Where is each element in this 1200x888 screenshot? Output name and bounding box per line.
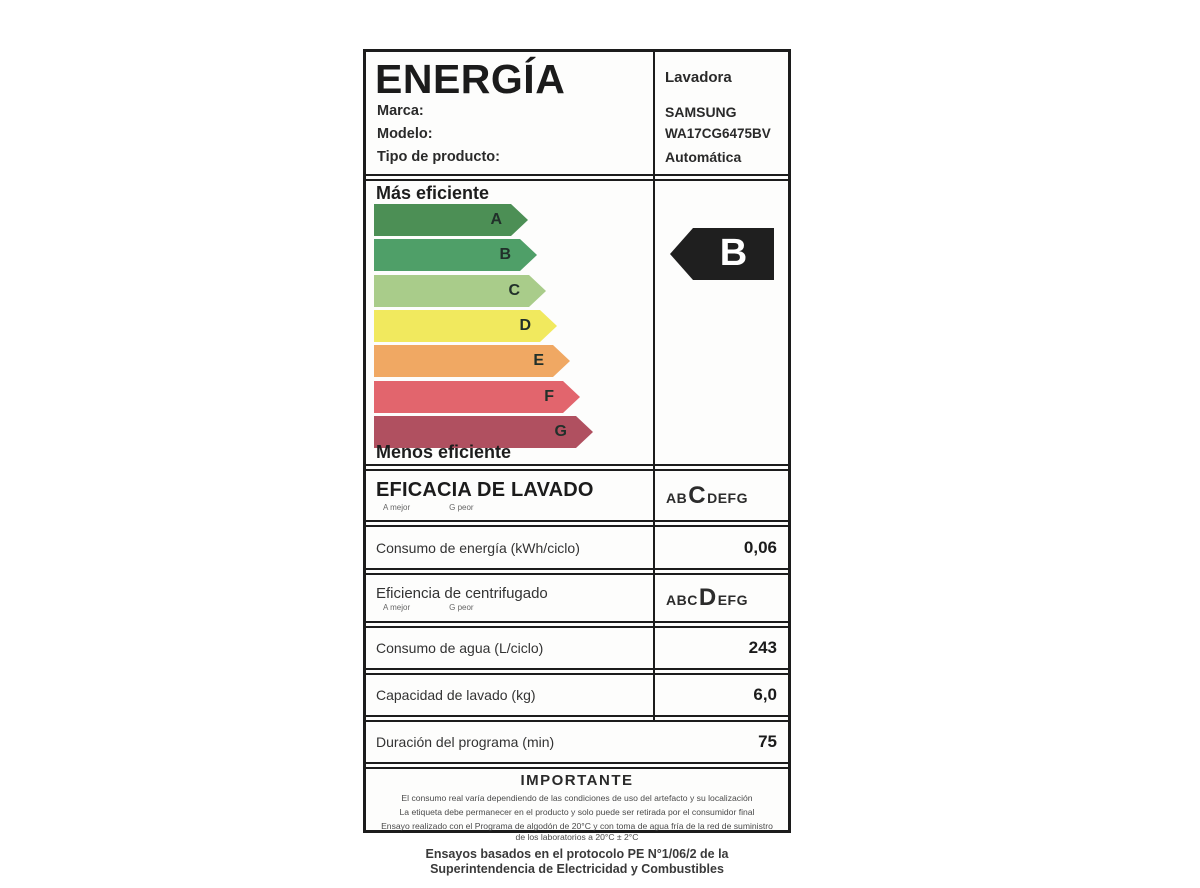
rating-letter: B [693, 228, 774, 280]
model-value: WA17CG6475BV [665, 126, 771, 141]
important-notes: IMPORTANTE El consumo real varía dependi… [366, 767, 788, 877]
energy-label: ENERGÍA Marca: Modelo: Tipo de producto:… [363, 49, 791, 876]
column-divider [653, 52, 655, 721]
efficiency-scale: Más eficiente A B C D E F G [366, 179, 788, 466]
appliance-category: Lavadora [665, 69, 732, 86]
class-a-letter: A [374, 204, 511, 236]
water-consumption-value: 243 [748, 638, 777, 657]
class-e-arrow: E [374, 345, 570, 377]
duration-value: 75 [758, 732, 777, 751]
important-line-3: Ensayo realizado con el Programa de algo… [381, 820, 773, 842]
more-efficient-label: Más eficiente [376, 183, 490, 203]
class-d-arrow: D [374, 310, 557, 342]
less-efficient-label: Menos eficiente [376, 442, 512, 462]
spin-efficiency-label: Eficiencia de centrifugado [376, 584, 548, 602]
class-a-arrow: A [374, 204, 528, 236]
spin-efficiency-row: Eficiencia de centrifugado A mejor G peo… [366, 573, 788, 623]
class-c-arrow: C [374, 275, 546, 307]
water-consumption-row: Consumo de agua (L/ciclo) 243 [366, 626, 788, 670]
spin-worst-hint: G peor [449, 602, 474, 612]
class-e-arrow-tip-icon [553, 345, 570, 377]
energy-title: ENERGÍA [375, 56, 566, 102]
washing-scale-before: AB [666, 489, 688, 506]
duration-row: Duración del programa (min) 75 [366, 720, 788, 764]
product-type-value: Automática [665, 149, 742, 165]
class-e-letter: E [374, 345, 553, 377]
label-header: ENERGÍA Marca: Modelo: Tipo de producto:… [366, 52, 788, 176]
class-b-arrow-tip-icon [520, 239, 537, 271]
class-g-arrow: G [374, 416, 593, 448]
important-footer: Ensayos basados en el protocolo PE N°1/0… [425, 847, 729, 877]
spin-scale-before: ABC [666, 592, 698, 608]
energy-consumption-label: Consumo de energía (kWh/ciclo) [376, 539, 580, 556]
product-type-label: Tipo de producto: [377, 149, 500, 165]
class-c-arrow-tip-icon [529, 275, 546, 307]
important-title: IMPORTANTE [520, 772, 634, 789]
duration-label: Duración del programa (min) [376, 734, 555, 750]
capacity-label: Capacidad de lavado (kg) [376, 687, 536, 703]
class-g-arrow-tip-icon [576, 416, 593, 448]
class-f-arrow-tip-icon [563, 381, 580, 413]
model-label: Modelo: [377, 126, 433, 142]
washing-worst-hint: G peor [449, 503, 474, 512]
class-c-letter: C [374, 275, 529, 307]
capacity-row: Capacidad de lavado (kg) 6,0 [366, 673, 788, 717]
class-d-arrow-tip-icon [540, 310, 557, 342]
class-d-letter: D [374, 310, 540, 342]
capacity-value: 6,0 [753, 685, 777, 704]
water-consumption-label: Consumo de agua (L/ciclo) [376, 640, 544, 656]
energy-rating-indicator: B [670, 228, 774, 280]
brand-value: SAMSUNG [665, 104, 737, 120]
energy-consumption-row: Consumo de energía (kWh/ciclo) 0,06 [366, 525, 788, 570]
important-line-2: La etiqueta debe permanecer en el produc… [399, 806, 755, 817]
washing-efficacy-row: EFICACIA DE LAVADO A mejor G peor AB C DEF… [366, 469, 788, 522]
spin-best-hint: A mejor [383, 602, 411, 612]
class-f-arrow: F [374, 381, 580, 413]
washing-scale-current: C [688, 481, 707, 509]
class-b-arrow: B [374, 239, 537, 271]
spin-scale-current: D [698, 584, 717, 611]
class-g-letter: G [374, 416, 576, 448]
washing-scale-after: DEFG [707, 489, 748, 506]
class-a-arrow-tip-icon [511, 204, 528, 236]
washing-efficacy-label: EFICACIA DE LAVADO [376, 479, 594, 501]
energy-consumption-value: 0,06 [743, 537, 777, 557]
washing-best-hint: A mejor [383, 503, 411, 512]
brand-label: Marca: [377, 103, 424, 119]
class-b-letter: B [374, 239, 520, 271]
important-line-1: El consumo real varía dependiendo de las… [401, 792, 753, 803]
class-f-letter: F [374, 381, 563, 413]
spin-scale-after: EFG [717, 592, 748, 608]
rating-arrow-tip-icon [670, 228, 693, 280]
